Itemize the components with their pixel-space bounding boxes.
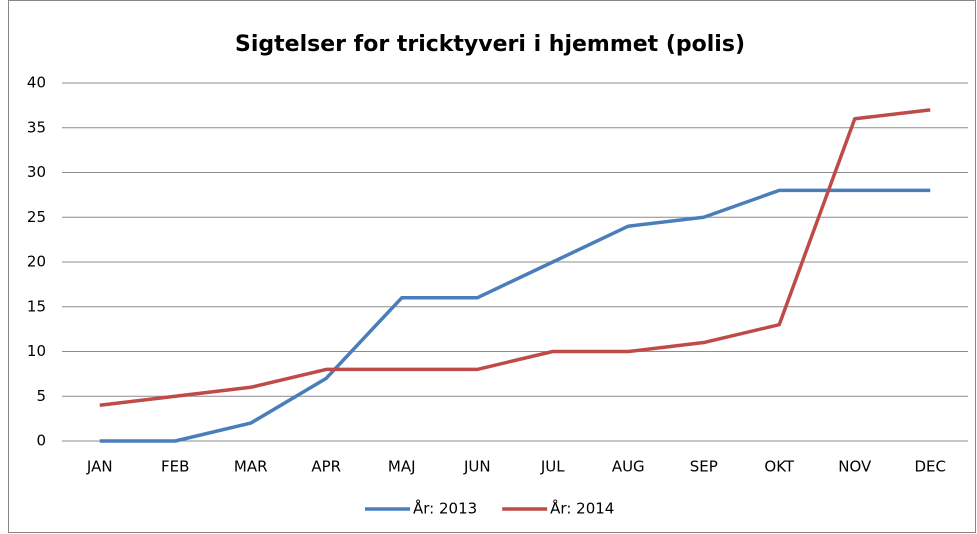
y-tick-label: 20 [27,253,46,271]
series-line [99,108,931,407]
x-tick-label: MAJ [388,458,416,476]
x-tick-label: NOV [838,458,872,476]
y-tick-label: 30 [27,163,46,181]
x-tick-label: FEB [161,458,189,476]
series-line [99,188,931,443]
x-tick-label: JUL [540,458,565,476]
y-tick-label: 5 [36,387,46,405]
y-tick-label: 15 [27,297,46,315]
legend-label: År: 2013 [413,499,477,518]
x-tick-label: OKT [764,458,794,476]
legend-label: År: 2014 [550,499,614,518]
y-tick-label: 35 [27,118,46,136]
y-tick-label: 10 [27,342,46,360]
x-tick-label: DEC [914,458,946,476]
y-tick-label: 40 [27,74,46,92]
y-tick-label: 0 [36,432,46,450]
x-tick-label: SEP [690,458,718,476]
x-tick-label: JUN [463,458,491,476]
y-tick-label: 25 [27,208,46,226]
x-tick-label: JAN [86,458,113,476]
x-tick-label: APR [311,458,341,476]
x-tick-label: AUG [612,458,645,476]
chart-title: Sigtelser for tricktyveri i hjemmet (pol… [235,32,745,57]
x-tick-label: MAR [234,458,268,476]
chart-frame [8,0,976,533]
